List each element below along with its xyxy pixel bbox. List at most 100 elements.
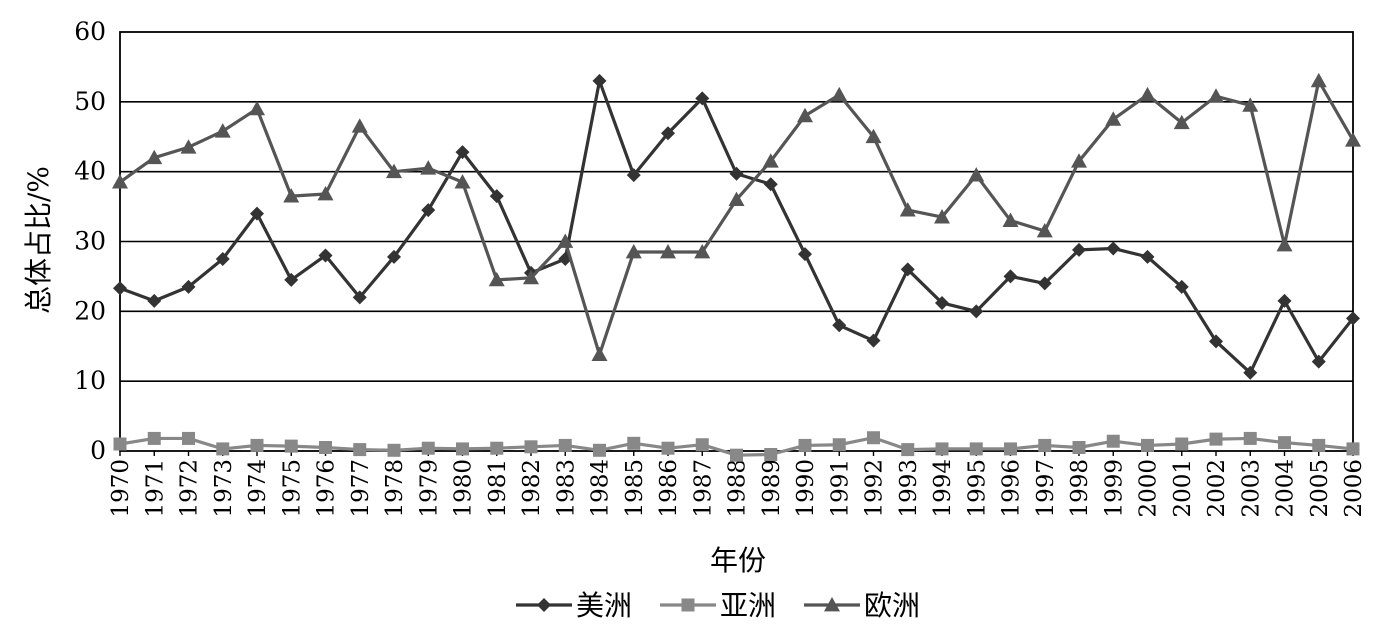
x-tick-label: 1982 xyxy=(519,459,545,518)
y-tick-label: 20 xyxy=(74,296,106,325)
data-point xyxy=(1312,438,1326,452)
x-tick-label: 1981 xyxy=(485,459,511,518)
data-point xyxy=(1208,88,1224,103)
series-diamond xyxy=(113,73,1360,380)
y-tick-label: 30 xyxy=(74,227,106,256)
y-axis-label: 总体占比/% xyxy=(22,166,55,314)
y-tick-label: 10 xyxy=(74,366,106,395)
data-point xyxy=(284,272,299,287)
data-point xyxy=(729,166,744,181)
x-tick-label: 1997 xyxy=(1033,459,1059,518)
data-point xyxy=(798,438,812,452)
data-point xyxy=(1140,249,1155,264)
data-point xyxy=(1141,438,1154,452)
data-point xyxy=(1037,276,1052,291)
data-point xyxy=(182,431,195,445)
x-tick-label: 1977 xyxy=(348,459,374,518)
x-tick-label: 1987 xyxy=(690,459,716,518)
data-point xyxy=(695,91,710,106)
series-line xyxy=(119,79,1355,357)
data-point xyxy=(1278,436,1291,450)
data-point xyxy=(180,139,197,154)
x-tick-label: 2003 xyxy=(1238,459,1264,518)
data-point xyxy=(250,438,264,452)
legend-label: 美洲 xyxy=(576,589,632,622)
x-tick-label: 1991 xyxy=(827,459,853,518)
data-point xyxy=(660,243,676,259)
data-point xyxy=(524,440,538,454)
data-point xyxy=(1243,431,1257,445)
series-triangle xyxy=(112,72,1361,362)
data-point xyxy=(488,271,505,287)
data-point xyxy=(489,189,504,204)
x-tick-label: 1979 xyxy=(416,459,442,518)
data-point xyxy=(181,279,196,294)
x-tick-label: 1972 xyxy=(177,459,203,518)
data-point xyxy=(1139,86,1156,102)
data-point xyxy=(1106,241,1121,256)
data-point xyxy=(113,281,127,296)
data-point xyxy=(1209,432,1223,446)
data-point xyxy=(695,438,709,452)
data-point xyxy=(456,442,469,456)
x-tick-label: 1985 xyxy=(622,459,648,518)
data-point xyxy=(421,441,435,455)
data-point xyxy=(112,174,128,189)
y-tick-label: 40 xyxy=(74,157,106,186)
data-point xyxy=(798,247,812,262)
data-point xyxy=(351,118,368,133)
data-point xyxy=(387,249,401,264)
x-tick-label: 1971 xyxy=(142,459,168,518)
data-point xyxy=(1004,442,1017,456)
x-axis-label: 年份 xyxy=(710,544,766,577)
data-point xyxy=(730,448,743,462)
data-point xyxy=(694,243,711,259)
data-point xyxy=(625,243,642,259)
x-tick-label: 2001 xyxy=(1170,459,1196,518)
data-point xyxy=(592,73,607,88)
data-point xyxy=(627,436,641,450)
data-point xyxy=(1036,223,1053,238)
data-point xyxy=(1310,72,1327,88)
x-tick-label: 1976 xyxy=(314,459,340,518)
legend-item: 亚洲 xyxy=(660,589,776,622)
data-point xyxy=(831,86,848,102)
legend-item: 欧洲 xyxy=(804,589,920,622)
data-point xyxy=(421,203,436,218)
data-point xyxy=(764,447,778,461)
x-tick-label: 1974 xyxy=(245,459,271,518)
data-point xyxy=(284,439,298,453)
data-point xyxy=(216,442,230,456)
data-point xyxy=(215,251,230,266)
legend-label: 亚洲 xyxy=(720,589,776,622)
data-point xyxy=(558,251,573,266)
x-tick-label: 2000 xyxy=(1136,459,1162,518)
data-point xyxy=(1276,236,1293,252)
data-point xyxy=(249,100,265,116)
data-point xyxy=(1002,212,1019,227)
data-point xyxy=(901,443,915,457)
data-point xyxy=(832,318,847,333)
x-tick-label: 2005 xyxy=(1307,459,1333,518)
y-tick-label: 60 xyxy=(74,17,106,46)
series-square xyxy=(113,431,1360,462)
data-point xyxy=(386,163,402,179)
data-point xyxy=(1311,354,1326,369)
data-point xyxy=(317,186,334,201)
x-tick-label: 1978 xyxy=(382,459,408,518)
x-tick-label: 1993 xyxy=(896,459,922,518)
data-point xyxy=(832,438,846,452)
x-tick-label: 1994 xyxy=(930,459,956,518)
data-point xyxy=(1071,153,1087,168)
data-point xyxy=(900,262,915,277)
data-point xyxy=(146,149,163,165)
data-point xyxy=(797,107,813,123)
data-point xyxy=(865,128,882,144)
data-point xyxy=(250,206,264,221)
data-point xyxy=(1209,334,1223,349)
x-tick-label: 1988 xyxy=(725,459,751,518)
x-tick-label: 1983 xyxy=(553,459,579,518)
legend-label: 欧洲 xyxy=(864,589,920,622)
x-axis-ticks: 1970 1971 1972 1973 1974 1975 1976 1977 1978 1979… xyxy=(108,451,1367,518)
x-tick-label: 1998 xyxy=(1067,459,1093,518)
